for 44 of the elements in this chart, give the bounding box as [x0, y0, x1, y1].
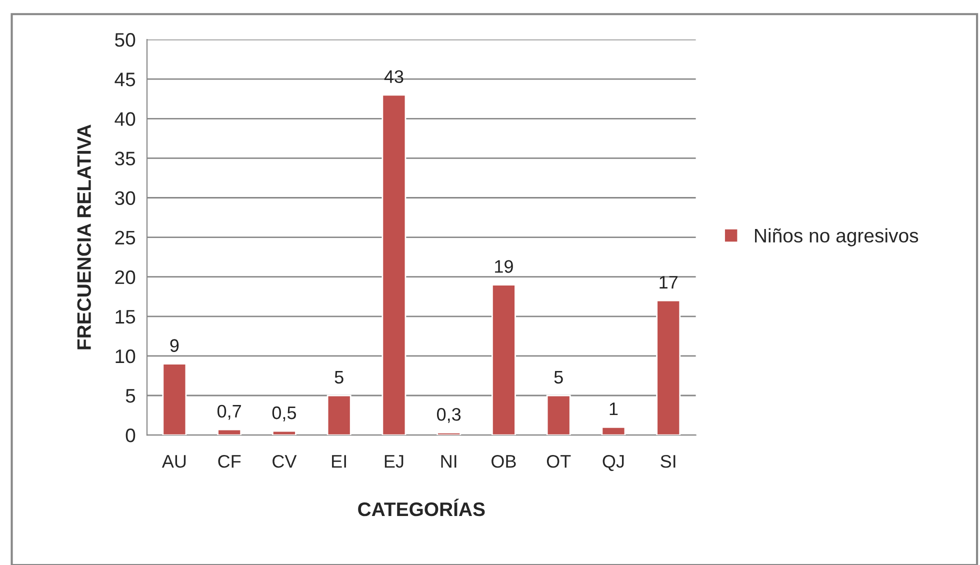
y-tick-label: 30 [115, 191, 136, 205]
y-tick-label: 35 [115, 152, 136, 166]
x-tick-label: OB [492, 454, 516, 468]
y-tick-label: 0 [126, 428, 136, 442]
x-tick-label: AU [162, 455, 186, 468]
x-tick-label: SI [660, 454, 676, 468]
x-tick-label: QJ [602, 454, 624, 471]
y-tick-label: 5 [126, 389, 136, 403]
y-tick-label: 45 [114, 72, 136, 86]
x-tick-label: CV [272, 454, 297, 468]
legend-label: Niños no agresivos [755, 228, 918, 246]
bar [272, 430, 296, 436]
y-axis-title: FRECUENCIA RELATIVA [77, 124, 91, 350]
x-axis-title: CATEGORÍAS [358, 498, 485, 516]
bar [326, 394, 352, 436]
data-label: 5 [334, 371, 344, 384]
y-tick-label: 20 [115, 270, 136, 284]
y-tick-label: 10 [116, 349, 136, 364]
bar [436, 432, 462, 436]
x-tick-label: OT [546, 454, 571, 468]
y-tick-label: 50 [115, 33, 136, 47]
bar [546, 394, 571, 436]
bar [162, 363, 187, 436]
bar [382, 94, 406, 436]
y-tick-label: 40 [114, 112, 136, 126]
y-tick-label: 15 [116, 310, 136, 324]
x-tick-label: EJ [384, 455, 404, 468]
bar [601, 426, 626, 436]
data-label: 1 [610, 402, 618, 416]
bar [217, 428, 242, 436]
data-label: 5 [554, 371, 563, 384]
data-label: 0,7 [217, 404, 241, 420]
data-label: 43 [384, 70, 404, 84]
data-label: 9 [170, 339, 179, 352]
data-label: 0,3 [436, 408, 461, 423]
data-label: 19 [495, 260, 513, 273]
x-tick-label: NI [441, 455, 456, 468]
data-label: 0,5 [272, 406, 296, 422]
bar [656, 300, 681, 436]
data-label: 17 [660, 276, 678, 288]
bar [492, 284, 516, 436]
y-tick-label: 25 [115, 230, 136, 245]
x-tick-label: EI [332, 455, 346, 468]
x-tick-label: CF [218, 454, 241, 468]
